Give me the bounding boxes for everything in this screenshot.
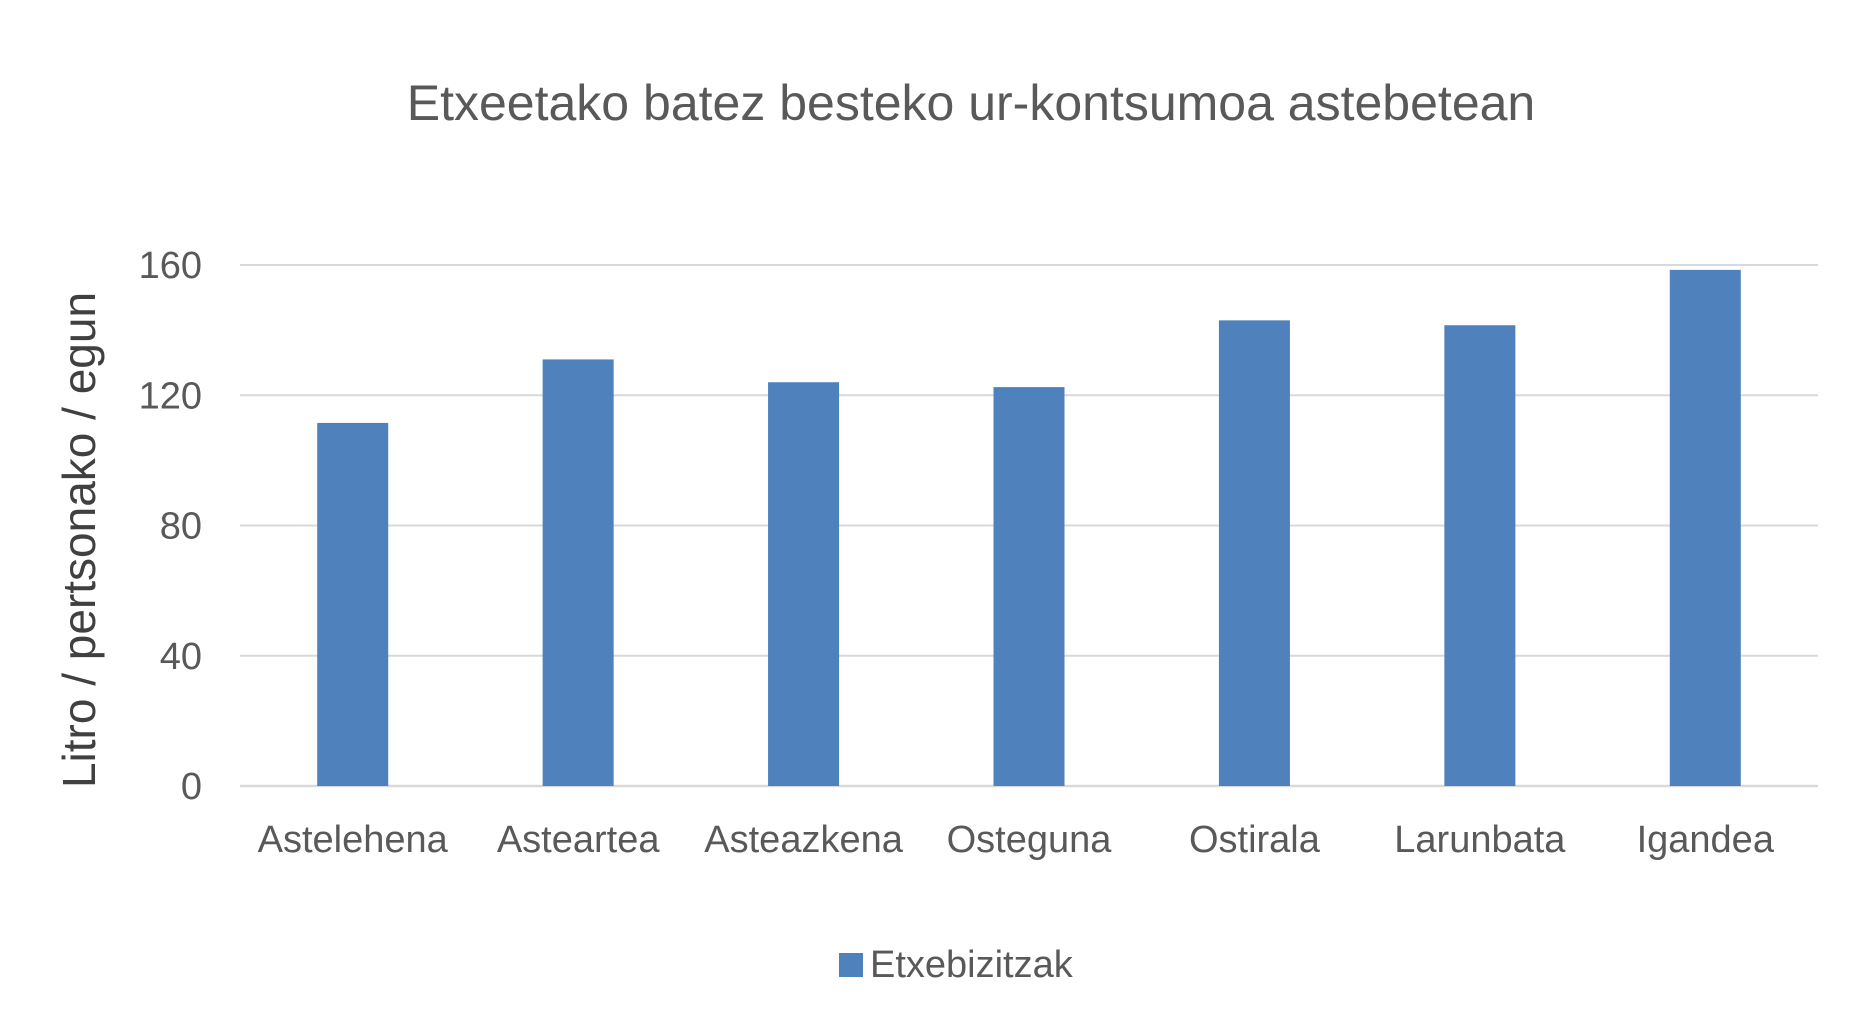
y-tick-label: 0 <box>181 766 202 808</box>
x-tick-label: Igandea <box>1637 819 1775 861</box>
bar-osteguna <box>993 387 1065 786</box>
y-axis-label: Litro / pertsonako / egun <box>53 292 105 788</box>
chart-title: Etxeetako batez besteko ur-kontsumoa ast… <box>407 75 1536 131</box>
bar-larunbata <box>1444 325 1516 786</box>
x-axis-ticks: Astelehena Asteartea Asteazkena Osteguna Ost… <box>258 819 1775 861</box>
bar-igandea <box>1669 269 1741 786</box>
y-tick-label: 80 <box>160 506 202 548</box>
x-tick-label: Osteguna <box>947 819 1113 861</box>
x-tick-label: Larunbata <box>1394 819 1566 861</box>
y-tick-label: 120 <box>139 375 202 417</box>
x-tick-label: Ostirala <box>1189 819 1321 861</box>
bar-asteartea <box>542 359 614 786</box>
y-axis-ticks: 0 40 80 120 160 <box>139 245 202 808</box>
x-tick-label: Asteartea <box>497 819 661 861</box>
legend-label: Etxebizitzak <box>870 944 1074 986</box>
y-tick-label: 40 <box>160 636 202 678</box>
x-tick-label: Asteazkena <box>704 819 903 861</box>
y-tick-label: 160 <box>139 245 202 287</box>
x-tick-label: Astelehena <box>258 819 449 861</box>
bar-asteazkena <box>768 382 840 786</box>
bar-astelehena <box>317 422 389 786</box>
bars <box>317 269 1741 786</box>
legend: Etxebizitzak <box>839 944 1074 986</box>
bar-ostirala <box>1218 320 1290 786</box>
legend-swatch <box>839 953 863 977</box>
